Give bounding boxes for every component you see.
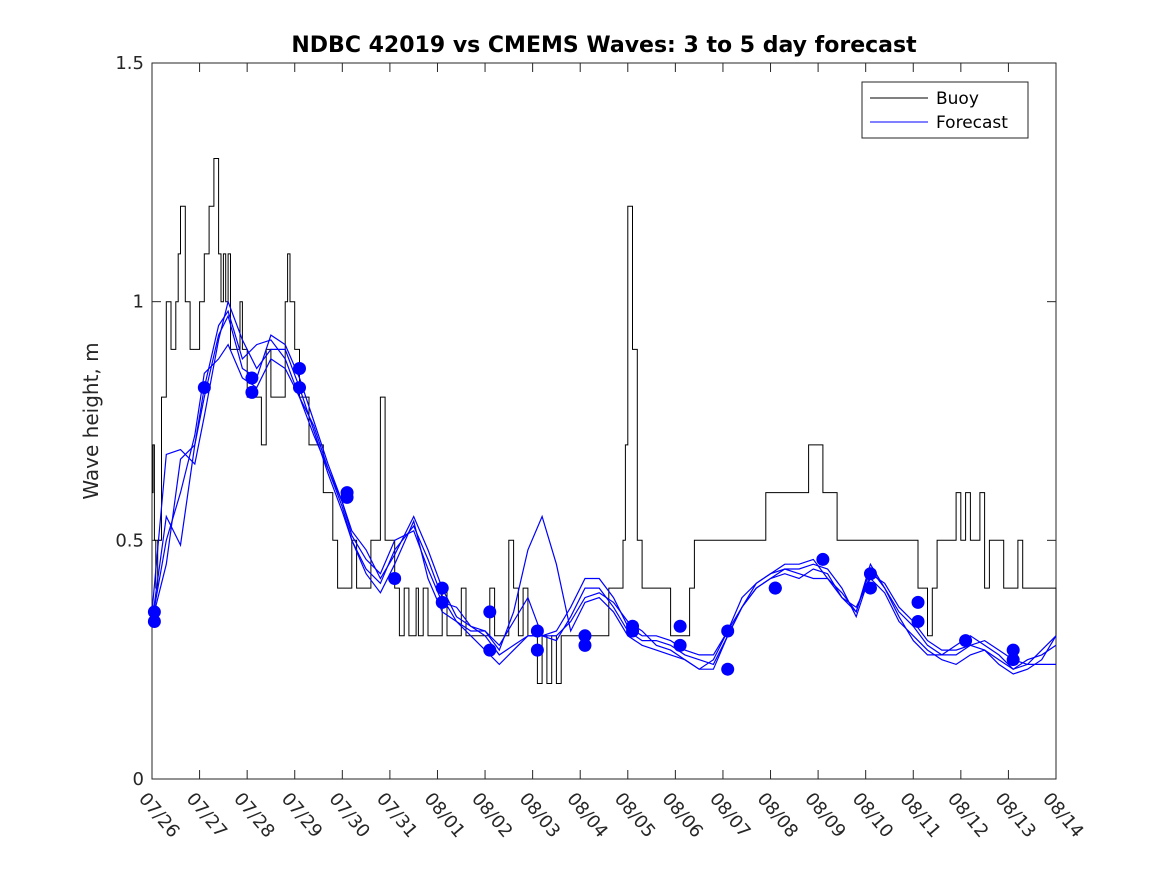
forecast-marker xyxy=(340,490,354,504)
forecast-marker xyxy=(245,371,259,385)
forecast-marker xyxy=(721,624,735,638)
forecast-marker xyxy=(147,605,161,619)
forecast-marker xyxy=(1006,653,1020,667)
y-axis-ticks: 0 0.5 1 1.5 xyxy=(115,53,1056,790)
forecast-marker xyxy=(721,662,735,676)
forecast-marker xyxy=(578,638,592,652)
forecast-marker xyxy=(245,385,259,399)
forecast-marker xyxy=(673,619,687,633)
forecast-marker xyxy=(816,552,830,566)
forecast-marker xyxy=(1006,643,1020,657)
forecast-marker xyxy=(435,581,449,595)
forecast-marker xyxy=(911,614,925,628)
y-tick-label: 1 xyxy=(133,292,144,313)
forecast-marker xyxy=(911,595,925,609)
forecast-marker xyxy=(530,643,544,657)
forecast-marker xyxy=(530,624,544,638)
forecast-marker xyxy=(197,381,211,395)
forecast-marker xyxy=(959,634,973,648)
legend-forecast-label: Forecast xyxy=(936,113,1008,133)
buoy-line xyxy=(152,158,1057,684)
forecast-marker xyxy=(292,381,306,395)
legend-box xyxy=(861,81,1029,139)
forecast-line-2 xyxy=(151,299,1057,670)
forecast-marker xyxy=(863,581,877,595)
forecast-marker xyxy=(863,567,877,581)
y-axis-label: Wave height, m xyxy=(79,342,103,499)
forecast-marker xyxy=(292,361,306,375)
forecast-marker xyxy=(578,629,592,643)
legend-buoy-label: Buoy xyxy=(936,89,979,109)
forecast-marker xyxy=(673,638,687,652)
forecast-marker xyxy=(483,643,497,657)
forecast-marker xyxy=(388,572,402,586)
forecast-marker xyxy=(435,595,449,609)
y-tick-label: 1.5 xyxy=(115,53,144,74)
buoy-series xyxy=(152,158,1057,684)
forecast-marker xyxy=(483,605,497,619)
chart-title: NDBC 42019 vs CMEMS Waves: 3 to 5 day fo… xyxy=(291,33,917,58)
legend: Buoy Forecast xyxy=(861,81,1029,139)
forecast-marker xyxy=(147,614,161,628)
forecast-marker xyxy=(768,581,782,595)
plot-area xyxy=(151,62,1057,780)
y-tick-label: 0.5 xyxy=(115,530,144,551)
forecast-marker xyxy=(626,624,640,638)
forecast-series xyxy=(147,299,1057,676)
y-tick-label: 0 xyxy=(133,769,144,790)
plot-frame xyxy=(151,62,1057,780)
